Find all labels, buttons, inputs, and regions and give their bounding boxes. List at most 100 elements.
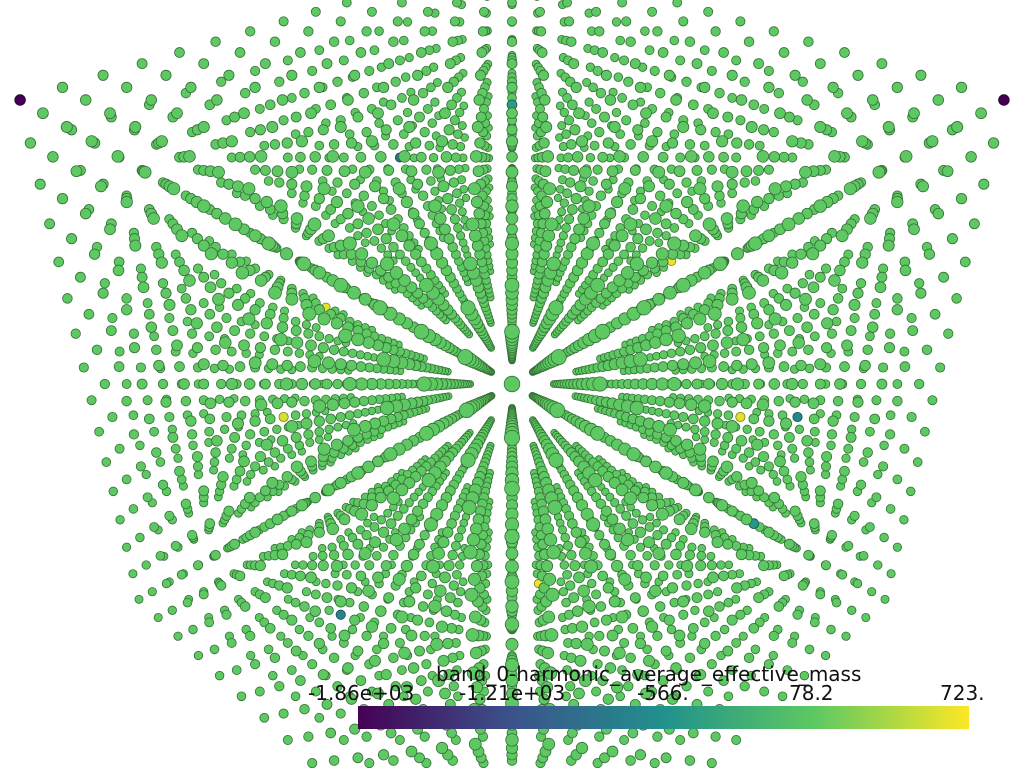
data-point — [432, 78, 442, 87]
data-point — [548, 452, 564, 468]
data-point — [364, 758, 375, 768]
data-point-outlier — [335, 609, 346, 620]
data-point — [649, 758, 660, 768]
data-point — [413, 323, 430, 340]
data-point — [687, 204, 699, 215]
data-point — [224, 453, 234, 463]
data-point — [548, 300, 564, 316]
data-point — [689, 356, 702, 370]
data-point — [912, 457, 923, 467]
data-point — [617, 0, 627, 8]
data-point — [750, 457, 761, 467]
data-point — [448, 681, 459, 692]
data-point — [640, 223, 652, 236]
data-point — [619, 55, 630, 66]
data-point — [713, 587, 723, 597]
data-point — [290, 560, 300, 570]
data-point — [541, 150, 555, 163]
data-point — [627, 622, 639, 634]
data-point — [234, 151, 246, 163]
data-point — [569, 669, 581, 681]
data-point — [763, 81, 775, 94]
data-point — [209, 644, 220, 655]
data-point — [173, 453, 183, 463]
data-point — [248, 229, 262, 243]
data-point — [799, 394, 810, 405]
data-point — [594, 227, 605, 239]
data-point — [629, 58, 641, 70]
data-point — [204, 518, 216, 529]
data-point — [250, 659, 261, 670]
data-point — [428, 153, 439, 163]
data-point — [731, 55, 742, 66]
data-point — [814, 358, 827, 371]
data-point — [342, 548, 354, 561]
data-point — [703, 151, 715, 163]
data-point — [706, 65, 717, 76]
data-point — [147, 587, 157, 597]
data-point — [347, 624, 358, 635]
data-point — [437, 180, 450, 193]
data-point — [286, 396, 298, 408]
data-point — [439, 687, 451, 700]
data-point — [617, 93, 627, 103]
data-point — [112, 264, 125, 277]
data-point — [655, 507, 669, 521]
data-point — [460, 300, 476, 316]
data-point — [377, 526, 390, 538]
data-point — [965, 151, 977, 163]
data-point — [317, 544, 327, 553]
data-point — [432, 674, 445, 687]
data-point — [503, 375, 521, 393]
data-point — [661, 409, 671, 419]
data-point — [726, 178, 738, 190]
data-point — [350, 560, 360, 570]
data-point — [191, 451, 203, 463]
data-point — [435, 741, 449, 755]
data-point — [216, 580, 227, 591]
data-point — [351, 332, 365, 347]
data-point — [274, 681, 285, 692]
data-point — [675, 152, 686, 163]
data-point — [447, 36, 458, 47]
data-point — [892, 474, 903, 485]
data-point — [290, 691, 301, 702]
data-point — [347, 422, 361, 437]
data-point — [807, 397, 820, 410]
data-point — [282, 540, 293, 551]
data-point — [703, 378, 715, 390]
data-point — [149, 426, 159, 437]
data-point — [464, 587, 479, 602]
data-point — [452, 569, 462, 580]
data-point — [455, 107, 465, 118]
data-point — [608, 595, 621, 608]
data-point — [325, 622, 337, 634]
data-point — [743, 139, 755, 150]
data-point — [314, 140, 325, 151]
data-point — [845, 431, 857, 443]
data-point — [243, 491, 256, 504]
data-point — [632, 560, 644, 572]
data-point — [245, 630, 256, 642]
data-point — [637, 243, 648, 253]
data-point — [597, 570, 609, 582]
data-point — [363, 518, 372, 528]
data-point — [362, 584, 375, 598]
data-point — [349, 614, 361, 626]
data-point — [932, 207, 945, 220]
data-point — [395, 229, 409, 243]
data-point — [254, 686, 265, 697]
data-point — [592, 164, 603, 175]
data-point — [611, 107, 622, 118]
data-point — [239, 87, 251, 99]
data-point — [640, 107, 652, 120]
data-point — [355, 151, 367, 163]
data-point — [540, 121, 553, 133]
data-point — [843, 443, 854, 454]
data-point — [615, 483, 629, 497]
data-point — [332, 580, 343, 591]
data-point — [271, 165, 284, 178]
data-point — [848, 298, 861, 311]
data-point — [328, 549, 340, 561]
